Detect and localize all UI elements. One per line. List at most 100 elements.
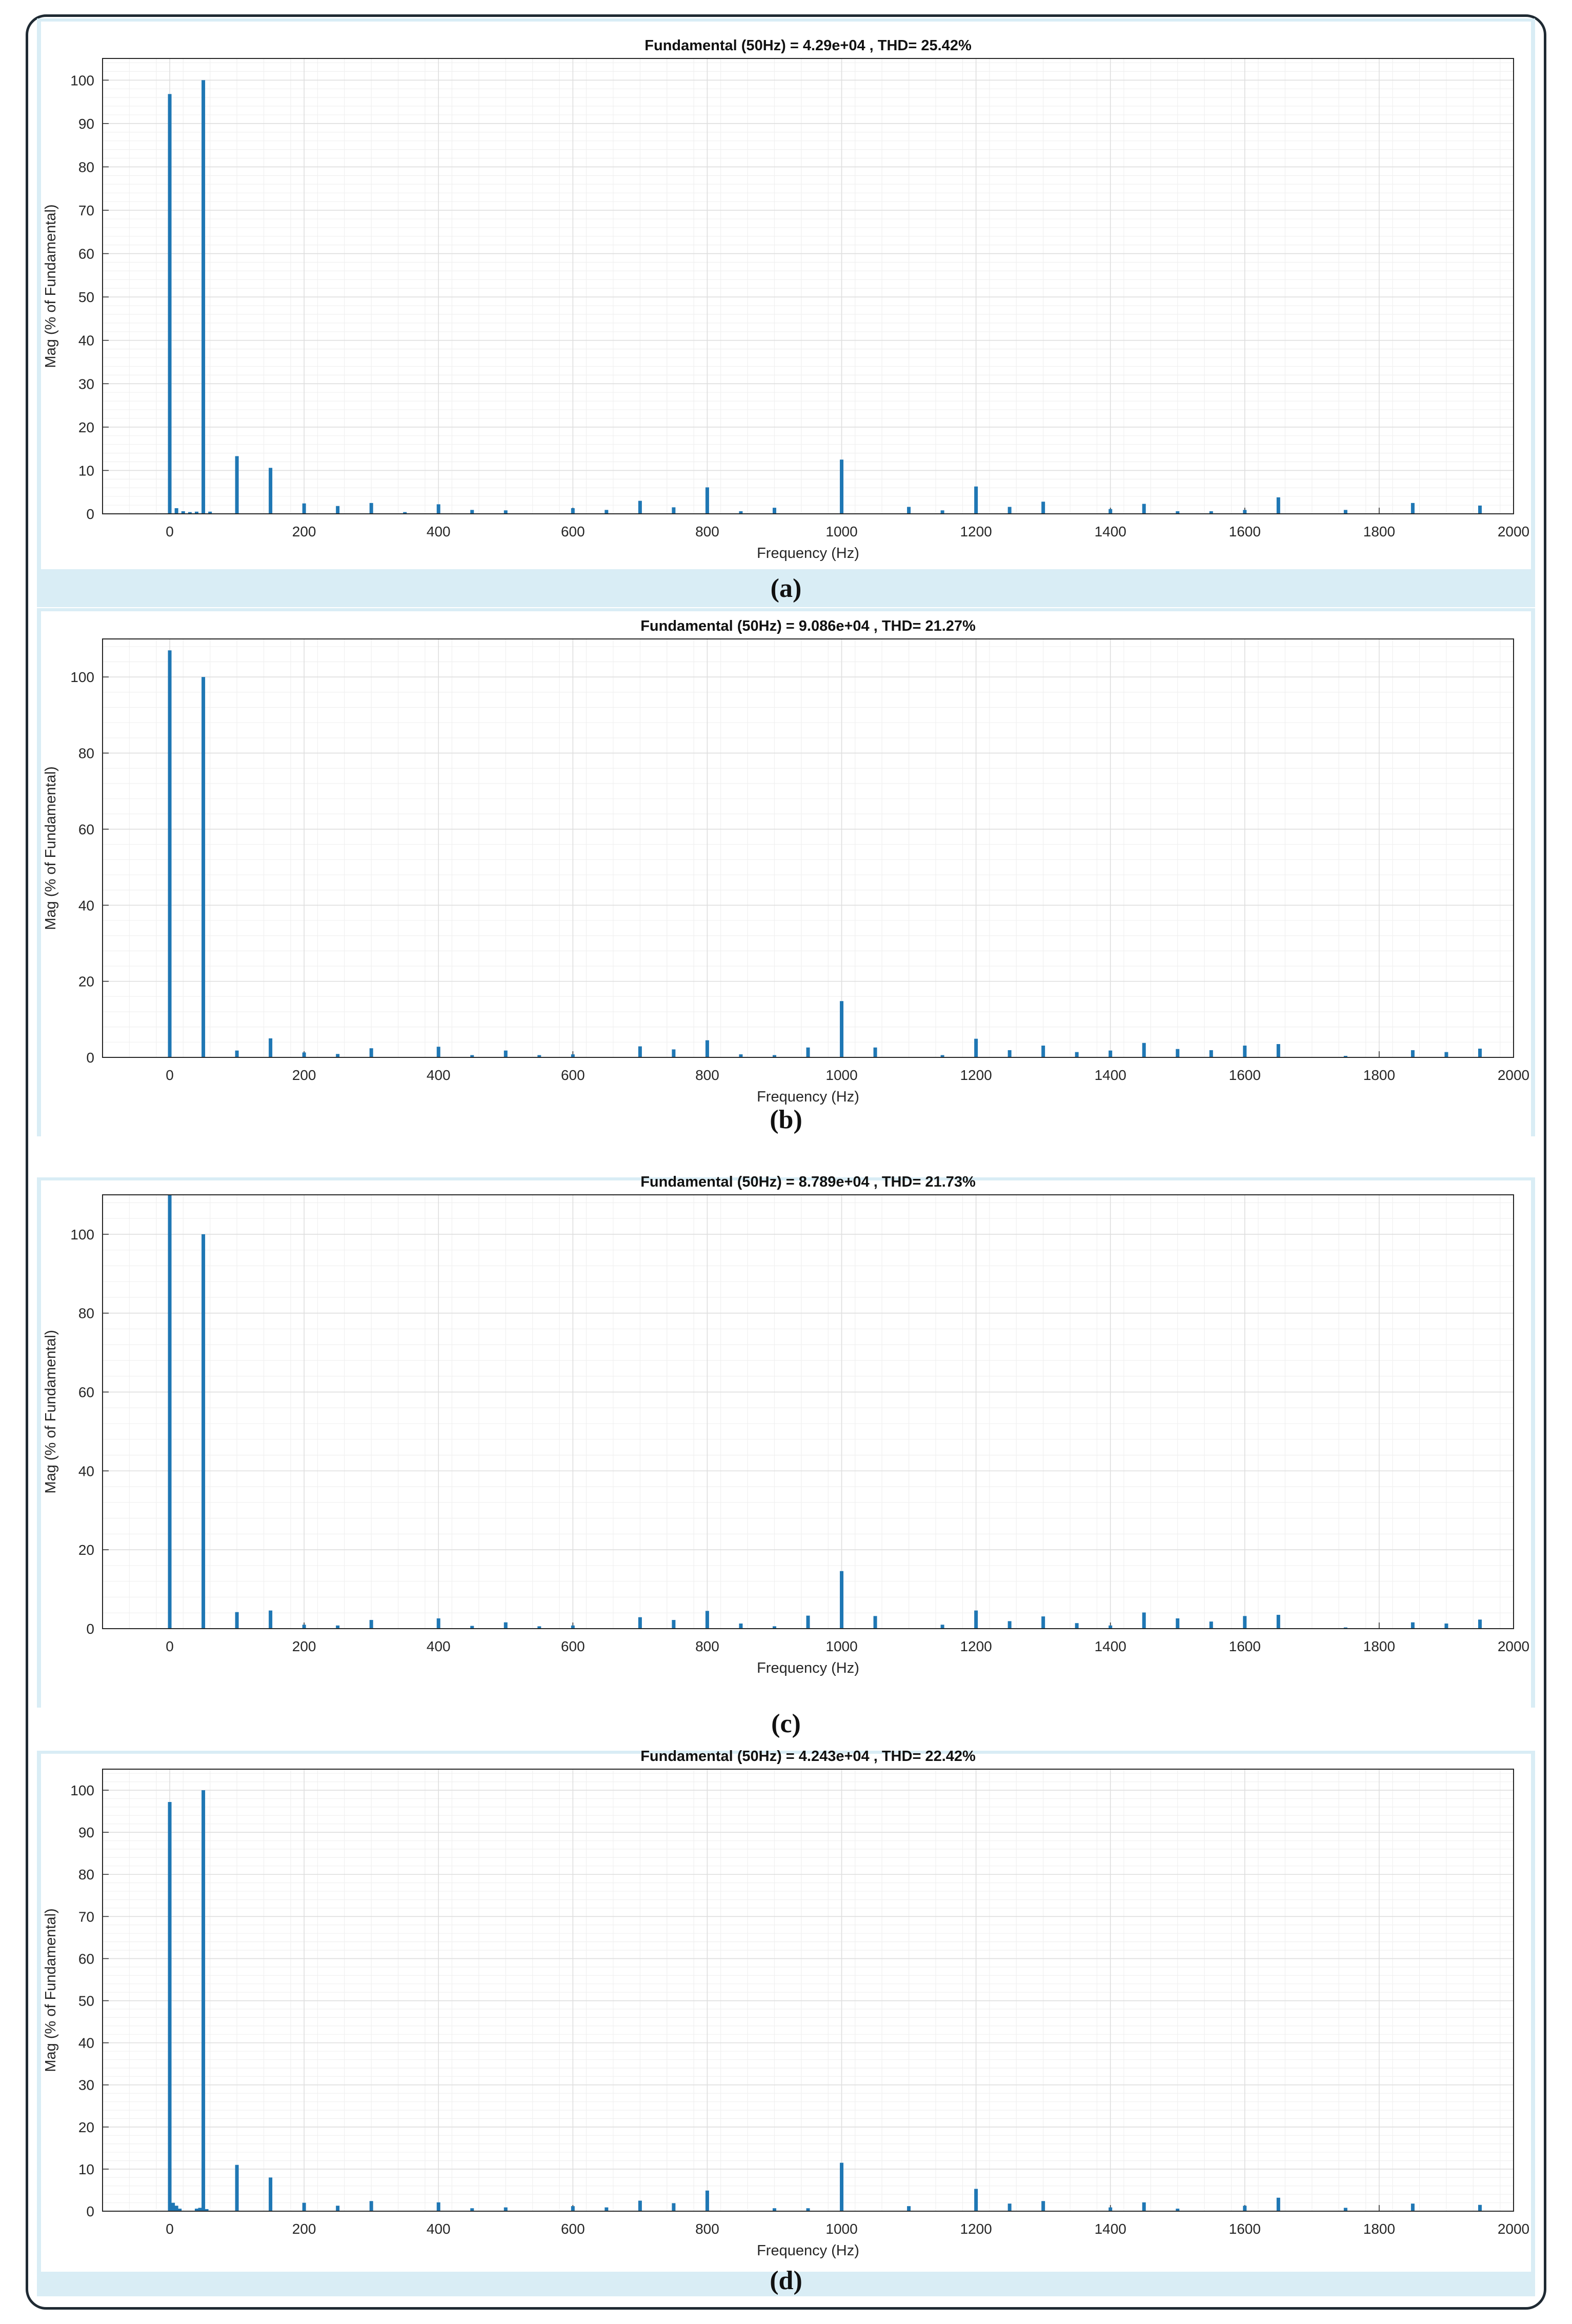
bar bbox=[1276, 1044, 1280, 1057]
bar bbox=[806, 1047, 810, 1057]
bar bbox=[873, 1616, 877, 1629]
x-axis-label: Frequency (Hz) bbox=[757, 2242, 859, 2259]
bar bbox=[638, 1617, 642, 1629]
chart-b: 0 200 400 600 800 1000 1200 1400 1600 1800 2000 0 20… bbox=[43, 618, 1529, 1105]
bar bbox=[336, 506, 340, 514]
bar bbox=[1142, 2202, 1146, 2211]
x-tick-label: 400 bbox=[427, 524, 451, 539]
bar bbox=[1478, 1048, 1482, 1057]
bar bbox=[1343, 1627, 1347, 1629]
bar bbox=[638, 1046, 642, 1057]
bar bbox=[739, 1054, 743, 1057]
bar bbox=[198, 2208, 202, 2211]
x-tick-label: 1800 bbox=[1363, 524, 1395, 539]
bar bbox=[208, 511, 212, 514]
y-axis-label: Mag (% of Fundamental) bbox=[43, 766, 59, 930]
bar bbox=[840, 459, 844, 514]
bar bbox=[705, 1611, 709, 1629]
caption-c: (c) bbox=[771, 1709, 801, 1738]
bar bbox=[1007, 1050, 1012, 1057]
bar bbox=[436, 2202, 440, 2211]
x-tick-label: 600 bbox=[561, 524, 585, 539]
bar bbox=[436, 504, 440, 514]
y-tick-label: 30 bbox=[78, 376, 94, 392]
axes-box bbox=[102, 638, 1514, 1058]
bar bbox=[369, 1048, 373, 1057]
y-tick-label: 100 bbox=[70, 669, 94, 685]
bar bbox=[171, 2202, 175, 2211]
bar bbox=[705, 1040, 709, 1057]
bar bbox=[739, 1624, 743, 1629]
bar bbox=[974, 1610, 978, 1629]
bar bbox=[1478, 1619, 1482, 1629]
x-tick-label: 1000 bbox=[825, 2221, 857, 2237]
x-tick-label: 200 bbox=[292, 1067, 316, 1083]
bar bbox=[369, 503, 373, 514]
x-tick-label: 800 bbox=[695, 524, 719, 539]
bar bbox=[1243, 2206, 1247, 2211]
x-tick-label: 1400 bbox=[1095, 1067, 1126, 1083]
bar bbox=[181, 511, 185, 514]
x-tick-label: 0 bbox=[166, 1638, 174, 1654]
chart-title: Fundamental (50Hz) = 4.243e+04 , THD= 22… bbox=[640, 1748, 976, 1765]
bar bbox=[369, 1620, 373, 1629]
bar bbox=[1276, 497, 1280, 514]
x-tick-label: 400 bbox=[427, 1067, 451, 1083]
bar bbox=[1075, 1052, 1079, 1057]
x-tick-label: 0 bbox=[166, 524, 174, 539]
x-tick-label: 600 bbox=[561, 1638, 585, 1654]
bar bbox=[201, 1790, 206, 2211]
bar bbox=[672, 507, 676, 514]
bar bbox=[840, 1571, 844, 1629]
y-tick-label: 10 bbox=[78, 2161, 94, 2177]
bar bbox=[974, 1038, 978, 1057]
panel-c: 0 200 400 600 800 1000 1200 1400 1600 1800 2000 0 20… bbox=[37, 1174, 1535, 1738]
chart-c: 0 200 400 600 800 1000 1200 1400 1600 1800 2000 0 20… bbox=[43, 1174, 1529, 1676]
bar bbox=[1041, 502, 1045, 514]
bar bbox=[188, 512, 192, 514]
bar bbox=[806, 1615, 810, 1629]
bar bbox=[1209, 1050, 1213, 1057]
bar bbox=[178, 2209, 182, 2211]
bar bbox=[705, 2190, 709, 2211]
bar bbox=[235, 1050, 239, 1057]
x-axis-label: Frequency (Hz) bbox=[757, 1089, 859, 1105]
bar bbox=[1243, 1616, 1247, 1629]
axes-box bbox=[102, 1194, 1514, 1629]
bar bbox=[269, 1038, 273, 1057]
plot-background bbox=[103, 58, 1514, 514]
bar bbox=[907, 507, 911, 514]
x-tick-label: 800 bbox=[695, 1638, 719, 1654]
chart-title: Fundamental (50Hz) = 4.29e+04 , THD= 25.… bbox=[644, 37, 972, 54]
bar bbox=[1343, 510, 1347, 514]
y-tick-label: 10 bbox=[78, 463, 94, 478]
bar bbox=[168, 1802, 172, 2211]
bar bbox=[705, 487, 709, 514]
bar bbox=[1109, 1625, 1113, 1629]
bar bbox=[1410, 2203, 1415, 2211]
bar bbox=[739, 511, 743, 514]
bar bbox=[806, 2208, 810, 2211]
y-tick-label: 40 bbox=[78, 897, 94, 913]
bar bbox=[503, 1622, 508, 1629]
bar bbox=[336, 1625, 340, 1629]
bar bbox=[604, 2207, 609, 2211]
bar bbox=[1410, 1622, 1415, 1629]
y-tick-label: 80 bbox=[78, 746, 94, 762]
bar bbox=[1444, 1052, 1448, 1057]
x-tick-label: 1200 bbox=[960, 1638, 992, 1654]
y-tick-label: 100 bbox=[70, 72, 94, 88]
y-tick-label: 60 bbox=[78, 1385, 94, 1400]
bar bbox=[302, 503, 306, 514]
bar bbox=[503, 1050, 508, 1057]
bar bbox=[1276, 2197, 1280, 2211]
bar bbox=[235, 456, 239, 514]
bar bbox=[772, 1055, 776, 1057]
bar bbox=[470, 1055, 474, 1057]
x-axis-label: Frequency (Hz) bbox=[757, 545, 859, 562]
x-tick-label: 1800 bbox=[1363, 1067, 1395, 1083]
x-tick-label: 200 bbox=[292, 1638, 316, 1654]
bar bbox=[194, 511, 198, 514]
y-tick-label: 90 bbox=[78, 116, 94, 132]
bar bbox=[470, 2208, 474, 2211]
